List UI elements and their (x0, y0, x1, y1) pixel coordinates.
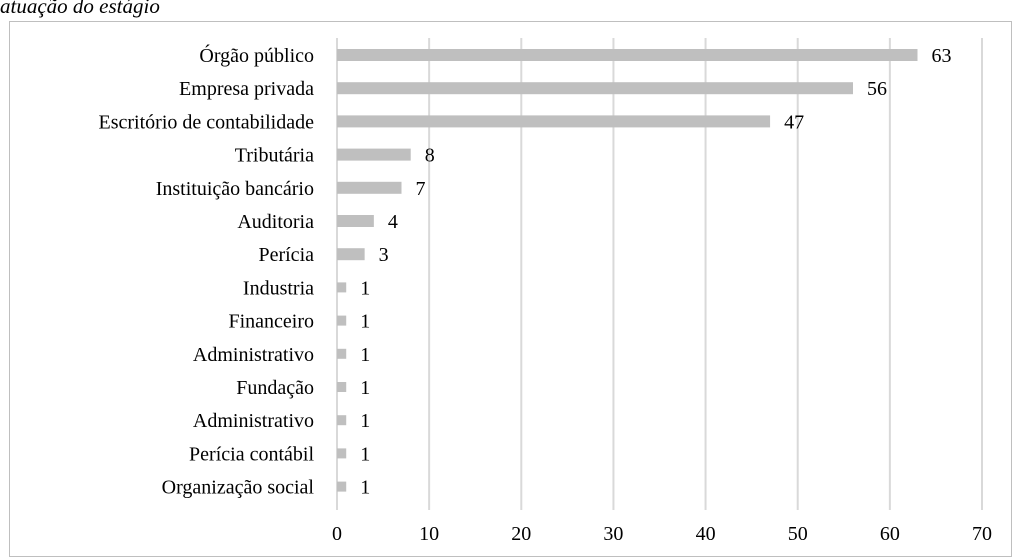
bars (337, 49, 918, 492)
value-label: 3 (379, 244, 389, 266)
category-label: Administrativo (193, 344, 314, 366)
x-tick-label: 20 (511, 523, 531, 545)
category-label: Empresa privada (179, 78, 314, 100)
bar (337, 348, 347, 359)
value-label: 8 (425, 145, 435, 167)
category-label: Auditoria (237, 211, 314, 233)
category-label: Industria (243, 277, 314, 299)
bar (337, 115, 771, 128)
value-label: 4 (388, 211, 398, 233)
value-label: 1 (360, 443, 370, 465)
x-tick-label: 30 (603, 523, 623, 545)
x-tick-label: 60 (880, 523, 900, 545)
bar (337, 248, 365, 261)
x-tick-label: 40 (696, 523, 716, 545)
bar (337, 82, 853, 95)
category-label: Financeiro (228, 311, 314, 333)
value-label: 1 (360, 277, 370, 299)
grid-lines (336, 38, 983, 510)
category-label: Órgão público (199, 43, 314, 67)
value-label: 1 (360, 344, 370, 366)
figure-caption: atuação do estágio (0, 0, 160, 18)
value-label: 7 (416, 178, 426, 200)
category-label: Perícia (258, 244, 314, 266)
bar (337, 448, 347, 459)
x-axis-tick-labels: 0 10 20 30 40 50 60 70 (332, 523, 992, 545)
value-label: 1 (360, 311, 370, 333)
chart-frame (9, 21, 1012, 557)
bar (337, 282, 347, 293)
x-tick-label: 50 (788, 523, 808, 545)
value-label: 47 (784, 111, 804, 133)
value-label: 56 (867, 78, 887, 100)
bar (337, 481, 347, 492)
category-labels: Órgão público Empresa privada Escritório d… (99, 43, 315, 499)
value-label: 63 (932, 45, 952, 67)
bar (337, 382, 347, 392)
bar (337, 181, 402, 194)
x-tick-label: 0 (332, 523, 342, 545)
category-label: Tributária (235, 145, 314, 167)
value-label: 1 (360, 477, 370, 499)
bar (337, 215, 374, 227)
x-tick-label: 10 (419, 523, 439, 545)
category-label: Perícia contábil (189, 443, 314, 465)
x-tick-label: 70 (972, 523, 992, 545)
bar (337, 148, 411, 161)
bar (337, 415, 347, 426)
bar (337, 49, 918, 61)
value-label: 1 (360, 410, 370, 432)
category-label: Administrativo (193, 410, 314, 432)
bar (337, 315, 347, 326)
category-label: Fundação (236, 377, 314, 399)
category-label: Organização social (162, 477, 315, 499)
category-label: Escritório de contabilidade (99, 111, 315, 133)
value-label: 1 (360, 377, 370, 399)
category-label: Instituição bancário (156, 178, 314, 200)
